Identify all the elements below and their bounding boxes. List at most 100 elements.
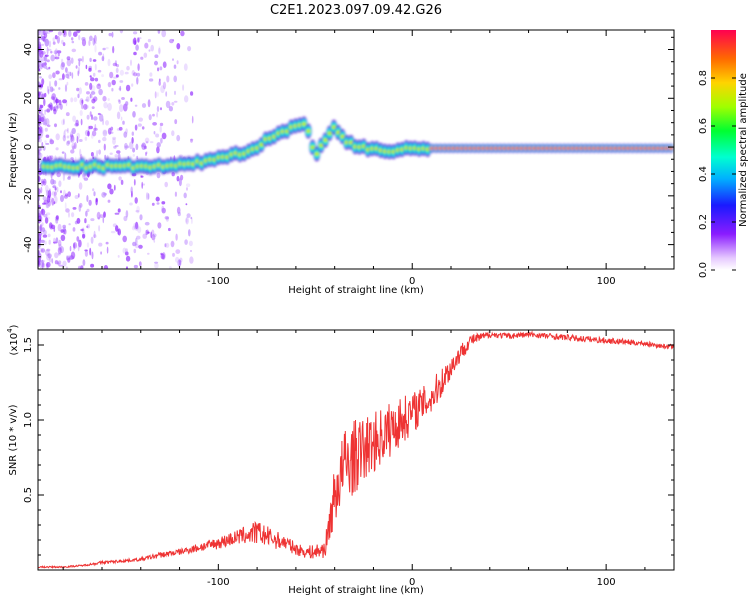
noise-speckle [53,195,56,198]
noise-speckle [52,41,56,45]
noise-speckle [60,58,64,65]
noise-speckle [182,84,185,91]
noise-speckle [191,115,194,124]
noise-speckle [159,66,163,71]
snr-ticks: -100 0 100 0.5 1.0 1.5 [23,330,674,588]
noise-speckle [42,145,46,151]
noise-speckle [74,142,77,149]
noise-speckle [159,125,162,133]
noise-speckle [55,147,59,151]
noise-speckle [123,131,128,138]
noise-speckle [43,98,46,107]
noise-speckle [62,42,66,47]
noise-speckle [71,72,74,79]
noise-speckle [156,142,161,148]
noise-speckle [54,195,58,204]
noise-speckle [94,123,97,131]
noise-speckle [136,77,139,85]
noise-speckle [133,248,137,254]
noise-speckle [148,49,151,52]
noise-speckle [72,207,77,210]
noise-speckle [40,259,45,263]
noise-speckle [66,256,71,261]
noise-speckle [137,226,142,234]
noise-speckle [151,229,155,236]
noise-speckle [65,67,68,73]
noise-speckle [38,122,41,126]
noise-speckle [112,45,115,54]
noise-speckle [174,191,177,197]
noise-speckle [107,102,112,111]
noise-speckle [56,172,61,178]
noise-speckle [111,79,116,86]
noise-speckle [54,35,58,40]
noise-speckle [60,194,64,203]
noise-speckle [132,147,136,153]
noise-speckle [151,202,155,206]
snr-multiplier-exp: 4 [6,328,14,333]
noise-speckle [43,214,48,218]
noise-speckle [140,175,144,178]
noise-speckle [111,87,114,92]
noise-speckle [138,244,143,249]
noise-speckle [54,191,57,196]
noise-speckle [112,223,117,228]
ridge-core [306,130,311,133]
ridge-core [101,167,106,170]
noise-speckle [39,224,44,231]
noise-speckle [38,215,42,220]
noise-speckle [117,208,121,213]
noise-speckle [92,37,96,46]
noise-speckle [91,106,95,109]
noise-speckle [46,108,50,113]
noise-speckle [149,72,153,77]
noise-speckle [61,39,64,45]
noise-speckle [90,263,95,268]
noise-speckle [121,97,125,100]
noise-speckle [39,50,44,58]
noise-speckle [39,76,42,79]
noise-speckle [156,172,161,179]
noise-speckle [63,130,66,138]
noise-speckle [40,113,45,121]
noise-speckle [125,128,128,135]
noise-speckle [125,210,129,218]
ridge-core [340,135,345,138]
snr-ylabel: SNR (10 * v/v) [8,404,19,475]
noise-speckle [47,233,51,238]
noise-speckle [38,210,41,218]
noise-speckle [131,137,134,144]
noise-speckle [66,266,68,269]
noise-speckle [94,44,97,53]
noise-speckle [48,239,51,245]
noise-speckle [75,65,78,69]
noise-speckle [60,234,66,242]
noise-speckle [170,240,175,248]
noise-speckle [185,216,189,225]
noise-speckle [154,262,159,269]
noise-speckle [64,84,68,92]
noise-speckle [141,144,145,148]
noise-speckle [90,94,93,99]
noise-speckle [130,59,132,66]
noise-speckle [49,80,51,89]
noise-speckle [158,46,161,54]
noise-speckle [107,199,111,203]
noise-speckle [101,74,104,78]
noise-speckle [77,93,80,99]
noise-speckle [38,41,41,47]
noise-speckle [68,175,71,178]
noise-speckle [102,118,104,126]
noise-speckle [61,119,65,126]
noise-speckle [44,38,49,44]
noise-speckle [58,78,64,81]
noise-speckle [79,110,83,116]
noise-speckle [115,74,119,78]
noise-speckle [54,80,58,87]
noise-speckle [55,105,59,109]
noise-speckle [95,197,98,202]
noise-speckle [67,191,71,198]
x-tick-label: 100 [597,276,616,287]
noise-speckle [142,183,145,186]
noise-speckle [40,36,45,41]
